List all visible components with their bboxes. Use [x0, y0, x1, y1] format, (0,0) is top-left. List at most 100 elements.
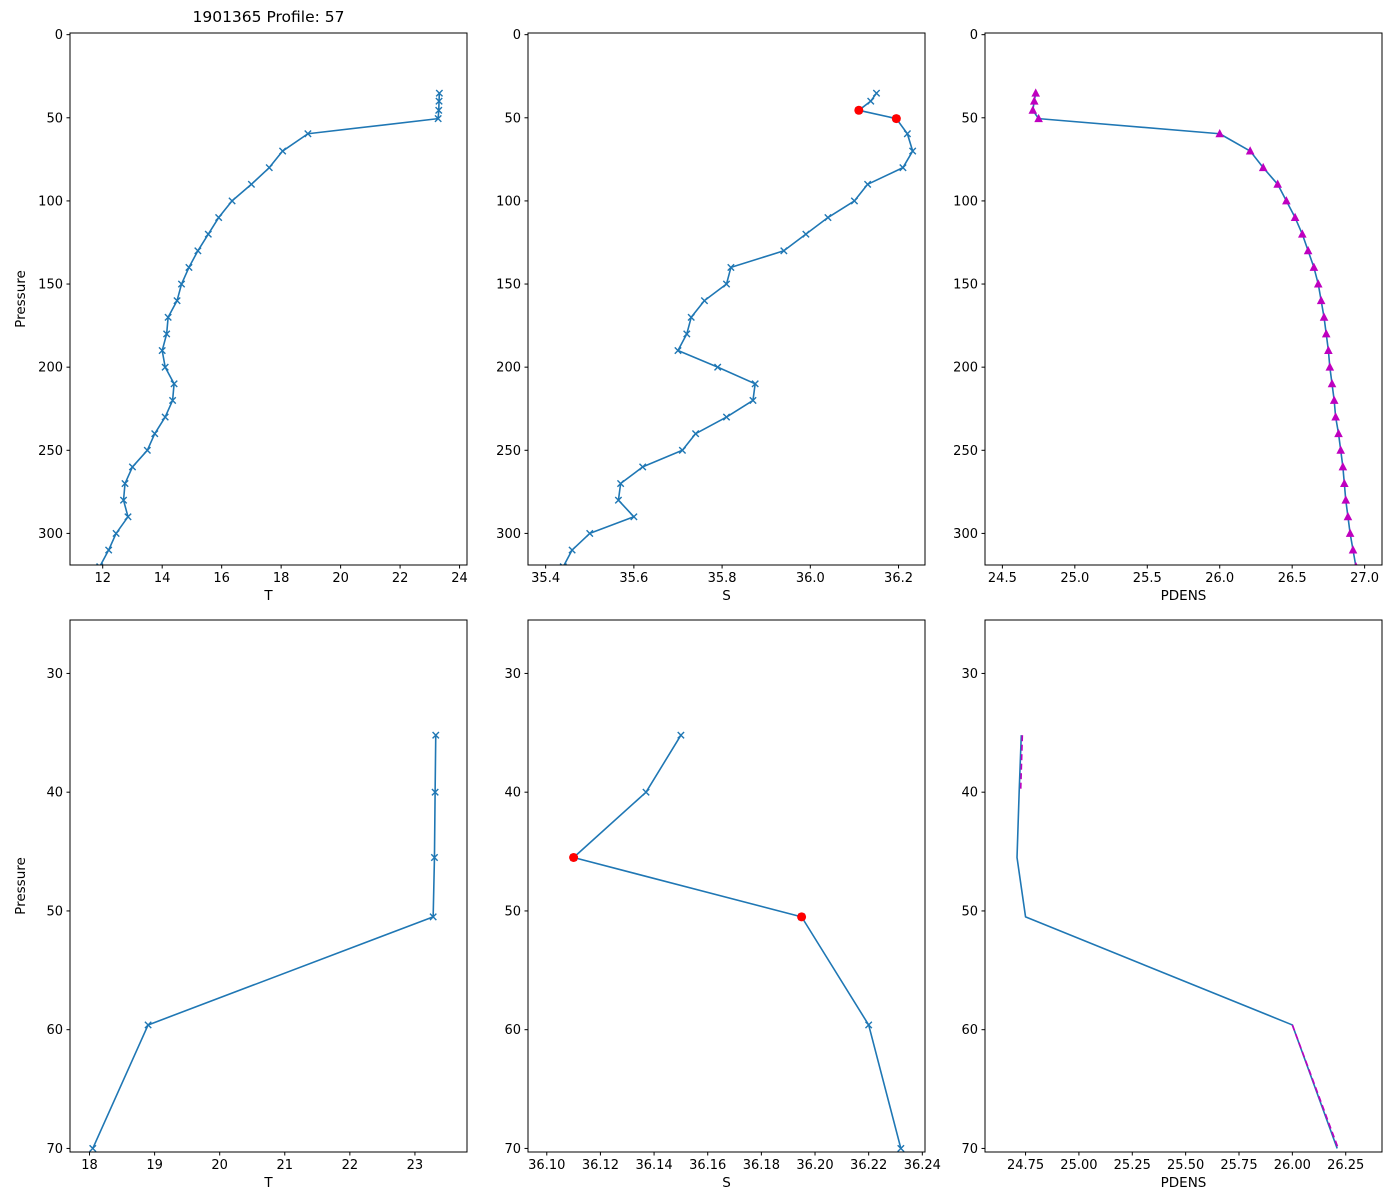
x-tick-label: 18: [273, 571, 290, 586]
y-tick-label: 40: [504, 786, 521, 801]
y-tick-label: 200: [953, 361, 978, 376]
x-marker: [247, 180, 256, 188]
x-marker: [727, 263, 735, 272]
x-marker: [435, 106, 443, 115]
y-tick-label: 300: [38, 527, 63, 542]
x-tick-label: 12: [94, 571, 111, 586]
x-marker: [863, 180, 872, 188]
x-marker: [104, 546, 113, 554]
plot-area: [985, 620, 1382, 1152]
x-marker: [177, 280, 186, 288]
x-marker: [678, 446, 687, 454]
x-marker: [616, 479, 625, 488]
x-marker: [722, 413, 731, 421]
y-tick-label: 150: [38, 278, 63, 293]
x-tick-label: 36.10: [528, 1158, 565, 1173]
x-marker: [304, 130, 312, 138]
triangle-marker: [1319, 312, 1329, 321]
triangle-marker: [1316, 295, 1326, 305]
x-tick-label: 36.14: [635, 1158, 672, 1173]
x-marker: [214, 213, 223, 222]
x-axis-label: T: [263, 588, 273, 604]
x-marker: [434, 114, 442, 123]
y-tick-label: 50: [46, 904, 63, 919]
subplot-pdens-zoom: 24.75 25.00 25.25 25.50 25.75 26.00 26.25 30 40 5…: [961, 619, 1383, 1191]
subplot-t-zoom: 18 19 20 21 22 23 30 40 50 60 70 T Pressure: [13, 619, 468, 1191]
x-axis-label: S: [722, 1175, 731, 1191]
x-tick-label: 36.22: [850, 1158, 887, 1173]
triangle-marker: [1273, 179, 1282, 188]
x-tick-label: 20: [211, 1158, 228, 1173]
x-tick-label: 22: [392, 571, 409, 586]
x-tick-label: 21: [276, 1158, 293, 1173]
x-tick-label: 36.20: [796, 1158, 833, 1173]
y-tick-label: 30: [504, 667, 521, 682]
series-line: [1291, 1024, 1339, 1149]
y-tick-label: 0: [970, 28, 978, 43]
series-temperature-zoom: [89, 731, 440, 1153]
x-marker: [435, 89, 444, 97]
x-tick-label: 26.0: [1205, 571, 1234, 586]
x-axis-label: PDENS: [1161, 588, 1207, 604]
x-marker: [908, 147, 917, 155]
triangle-marker: [1324, 345, 1333, 355]
x-marker: [899, 163, 907, 172]
x-marker: [700, 296, 709, 305]
triangle-marker: [1309, 262, 1319, 271]
axes-frame: [527, 619, 926, 1153]
x-tick-label: 25.5: [1133, 571, 1162, 586]
triangle-marker: [1327, 378, 1337, 388]
x-marker: [164, 313, 172, 321]
x-marker: [687, 313, 695, 321]
x-marker: [170, 380, 178, 388]
series-line: [92, 735, 437, 1149]
circle-marker: [569, 853, 579, 862]
x-marker: [850, 197, 859, 205]
x-tick-label: 25.0: [1060, 571, 1089, 586]
x-marker: [867, 97, 875, 105]
plot-area: [70, 33, 467, 565]
x-marker: [158, 346, 166, 355]
x-marker: [185, 263, 193, 272]
triangle-marker: [1028, 105, 1038, 114]
x-marker: [89, 1144, 97, 1153]
x-marker: [161, 363, 169, 371]
triangle-marker: [1343, 511, 1353, 521]
axes-frame: [527, 32, 926, 566]
subplot-t-full: 12 14 16 18 20 22 24 0 50 100 150 200 250 300 T Pressur…: [13, 28, 468, 604]
y-tick-label: 250: [953, 444, 978, 459]
x-marker: [168, 396, 177, 405]
x-tick-label: 18: [81, 1158, 98, 1173]
x-marker: [749, 396, 757, 405]
y-tick-label: 70: [961, 1142, 978, 1157]
x-tick-label: 24.75: [1007, 1158, 1044, 1173]
x-marker: [194, 247, 202, 255]
x-marker: [204, 230, 212, 238]
y-tick-label: 60: [504, 1023, 521, 1038]
x-marker: [429, 913, 437, 921]
circle-marker: [891, 114, 901, 124]
triangle-marker: [1029, 96, 1039, 105]
x-marker: [864, 1021, 873, 1029]
x-marker: [144, 1021, 152, 1029]
y-tick-label: 200: [38, 361, 63, 376]
y-tick-label: 300: [953, 527, 978, 542]
triangle-marker: [1321, 329, 1331, 338]
x-tick-label: 35.8: [708, 571, 737, 586]
x-marker: [722, 280, 731, 288]
x-tick-label: 20: [332, 571, 349, 586]
series-salinity-flagged-zoom: [569, 853, 807, 922]
x-marker: [162, 330, 171, 338]
series-salinity-flagged: [854, 105, 901, 124]
x-marker: [435, 97, 443, 105]
axes-frame: [984, 619, 1383, 1153]
x-tick-label: 36.2: [884, 571, 913, 586]
y-tick-label: 0: [55, 28, 63, 43]
x-marker: [143, 446, 152, 454]
y-tick-label: 30: [961, 667, 978, 682]
triangle-marker: [1298, 229, 1307, 238]
x-tick-label: 26.00: [1274, 1158, 1311, 1173]
x-marker: [691, 429, 700, 438]
